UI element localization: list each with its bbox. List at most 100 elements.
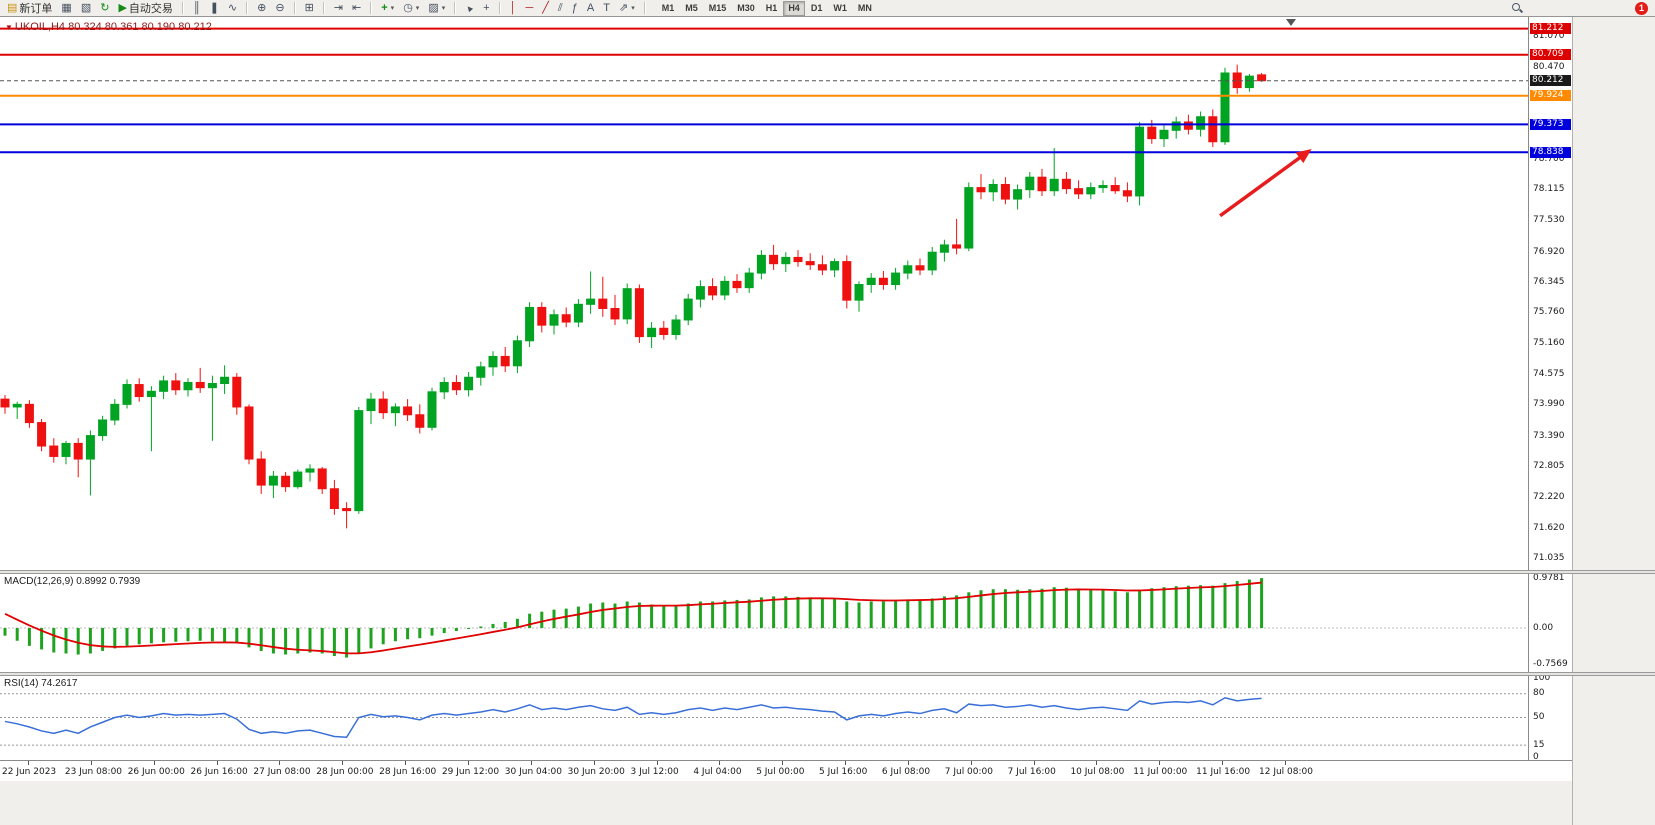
candle <box>1171 121 1181 131</box>
refresh-button[interactable]: ↻ <box>96 1 113 16</box>
candle <box>781 256 791 265</box>
time-tick <box>1033 761 1035 765</box>
candle <box>317 468 327 490</box>
candle <box>1061 178 1071 190</box>
chart-shift-button[interactable]: ⇤ <box>348 1 365 16</box>
horizontal-line-button[interactable]: ─ <box>521 1 537 16</box>
periods-button[interactable]: ◷ ▾ <box>399 1 423 16</box>
candle <box>403 406 413 416</box>
timeframe-w1-button[interactable]: W1 <box>828 1 852 16</box>
vertical-line-icon: │ <box>509 1 517 14</box>
candle <box>73 442 83 460</box>
auto-trading-button[interactable]: ▶ 自动交易 <box>114 1 176 16</box>
vertical-line-button[interactable]: │ <box>506 1 521 16</box>
candle <box>146 390 156 398</box>
candle <box>1196 116 1206 130</box>
price-axis-label: 74.575 <box>1533 368 1565 379</box>
price-axis-label: 71.620 <box>1533 522 1565 533</box>
time-label: 27 Jun 08:00 <box>253 767 311 777</box>
symbol-marker-icon: ▼ <box>5 23 13 32</box>
timeframe-m15-button[interactable]: M15 <box>704 1 732 16</box>
time-label: 5 Jul 00:00 <box>756 767 805 777</box>
notification-badge[interactable]: 1 <box>1635 1 1648 15</box>
candle <box>366 398 376 412</box>
zoom-in-button[interactable]: ⊕ <box>253 1 270 16</box>
text-icon: A <box>586 1 595 14</box>
candle <box>964 187 974 249</box>
chart-shift-marker[interactable] <box>1286 19 1296 26</box>
bar-chart-button[interactable]: ║ <box>189 1 205 16</box>
candle <box>171 380 181 391</box>
chevron-down-icon: ▾ <box>390 5 395 12</box>
timeframe-d1-button[interactable]: D1 <box>806 1 828 16</box>
current-price-tag: 80.212 <box>1530 75 1571 87</box>
candle <box>1244 75 1254 89</box>
time-axis[interactable]: 22 Jun 2023 23 Jun 08:00 26 Jun 00:00 26 Ju… <box>0 760 1572 781</box>
fibonacci-button[interactable]: ƒ <box>568 1 582 16</box>
arrows-button[interactable]: ⇗ ▾ <box>615 1 639 16</box>
tile-windows-button[interactable]: ⊞ <box>301 1 318 16</box>
price-axis-label: 73.390 <box>1533 430 1565 441</box>
price-axis-label: 78.115 <box>1533 184 1565 195</box>
time-tick <box>153 761 155 765</box>
trendline-button[interactable]: ╱ <box>538 1 553 16</box>
candle <box>378 398 388 414</box>
new-chart-button[interactable]: ▦ <box>57 1 75 16</box>
periods-icon: ◷ <box>403 1 413 14</box>
trend-arrow[interactable] <box>1219 152 1307 218</box>
timeframe-h1-button[interactable]: H1 <box>761 1 783 16</box>
price-axis[interactable]: 81.070 80.470 78.700 78.115 77.530 76.920 76.3… <box>1528 0 1572 781</box>
auto-scroll-button[interactable]: ⇥ <box>330 1 347 16</box>
candle <box>1013 189 1023 200</box>
price-axis-label: 77.530 <box>1533 214 1565 225</box>
templates-button[interactable]: ▨ ▾ <box>424 1 449 16</box>
cursor-button[interactable]: ▲ <box>461 1 478 16</box>
candle <box>1110 185 1120 192</box>
new-order-button[interactable]: ▤ 新订单 <box>3 1 56 16</box>
candle <box>0 398 10 408</box>
price-tag-80.709: 80.709 <box>1530 49 1571 61</box>
candle <box>830 261 840 271</box>
search-icon[interactable] <box>1511 2 1523 14</box>
profiles-button[interactable]: ▧ <box>77 1 95 16</box>
templates-icon: ▨ <box>428 1 439 14</box>
timeframes-group: M1 M5 M15 M30 H1 H4 D1 W1 MN <box>657 0 877 16</box>
rsi-axis-label: 80 <box>1533 688 1545 699</box>
timeframe-m5-button[interactable]: M5 <box>680 1 703 16</box>
text-button[interactable]: A <box>583 1 598 16</box>
candle <box>342 508 352 512</box>
candle <box>195 381 205 389</box>
candle <box>244 406 254 460</box>
candle <box>525 306 535 342</box>
crosshair-button[interactable]: + <box>479 1 493 16</box>
candle <box>281 475 291 488</box>
candle <box>134 384 144 398</box>
candle <box>110 403 120 421</box>
text-label-button[interactable]: T <box>599 1 614 16</box>
timeframe-m1-button[interactable]: M1 <box>657 1 680 16</box>
candlestick-chart-button[interactable]: ❚ <box>206 1 223 16</box>
pane-splitter[interactable] <box>0 570 1655 574</box>
time-tick <box>782 761 784 765</box>
macd-axis-label: -0.7569 <box>1533 658 1568 669</box>
auto-trading-icon: ▶ <box>118 1 127 14</box>
candle <box>1000 183 1010 200</box>
candle <box>451 381 461 391</box>
candle <box>915 265 925 271</box>
equidistant-channel-button[interactable]: ⫽ <box>554 1 567 16</box>
line-chart-button[interactable]: ∿ <box>224 1 241 16</box>
candle <box>708 286 718 296</box>
time-tick <box>342 761 344 765</box>
zoom-out-button[interactable]: ⊖ <box>271 1 288 16</box>
candle <box>573 303 583 323</box>
pane-splitter[interactable] <box>0 672 1655 676</box>
timeframe-h4-button[interactable]: H4 <box>783 0 805 16</box>
indicators-button[interactable]: + ▾ <box>377 1 398 16</box>
timeframe-mn-button[interactable]: MN <box>853 1 877 16</box>
time-tick <box>467 761 469 765</box>
candle <box>817 264 827 271</box>
candle <box>537 306 547 326</box>
timeframe-m30-button[interactable]: M30 <box>732 1 760 16</box>
candle <box>183 381 193 391</box>
